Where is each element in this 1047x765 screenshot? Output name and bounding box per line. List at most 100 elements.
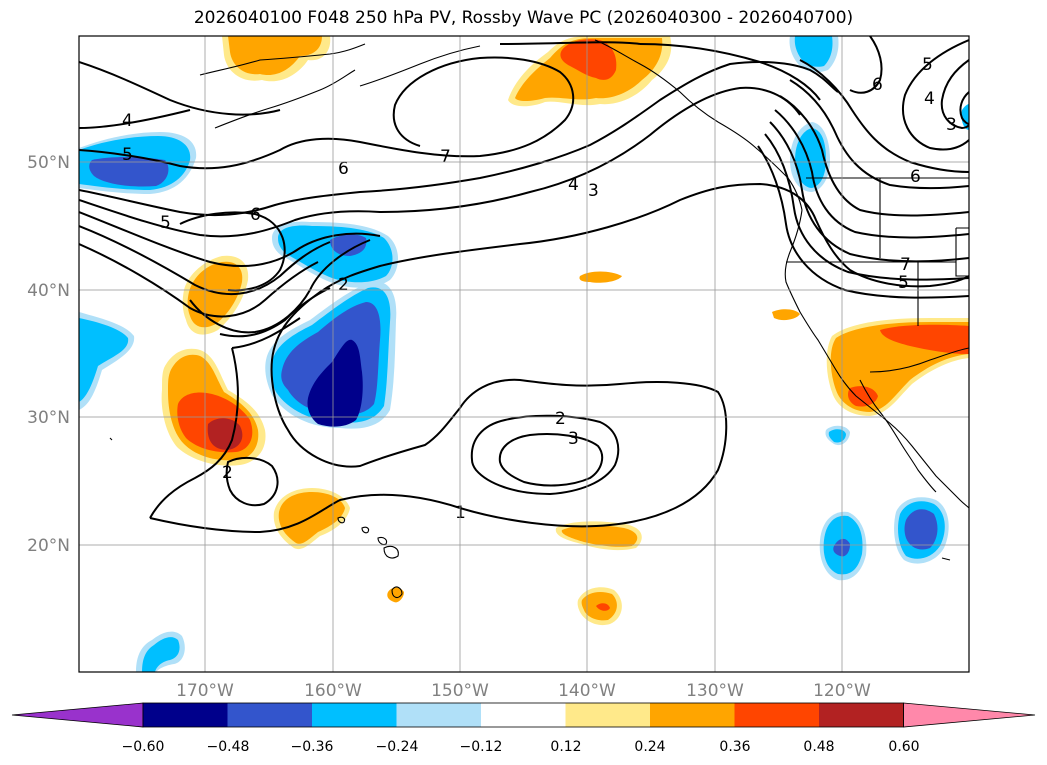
lon-label: 120°W [813, 681, 871, 701]
pv-contour [79, 86, 801, 238]
coastline-layer [109, 39, 969, 599]
contour-label: 3 [946, 115, 957, 135]
pv-contour [79, 225, 331, 296]
pv-contour-layer [79, 36, 969, 534]
colorbar-cell [143, 703, 228, 727]
map-title: 2026040100 F048 250 hPa PV, Rossby Wave … [193, 8, 854, 28]
lat-label: 20°N [27, 536, 70, 556]
contour-label: 6 [250, 205, 261, 225]
lat-label: 30°N [27, 408, 70, 428]
coastline [337, 516, 346, 524]
pv-contour [79, 109, 191, 129]
pv-contour [779, 95, 969, 217]
anomaly-positive [278, 492, 345, 544]
colorbar-cell [481, 703, 566, 727]
pv-contour [959, 91, 969, 125]
anomaly-positive [772, 309, 800, 321]
anomaly-negative [142, 637, 180, 672]
lat-label-layer: 50°N 40°N 30°N 20°N [27, 153, 70, 556]
pv-contour [79, 61, 281, 116]
colorbar-tick-label: −0.24 [376, 739, 419, 755]
contour-label: 2 [555, 409, 566, 429]
coastline [391, 586, 403, 599]
colorbar-tick-label: −0.36 [291, 739, 334, 755]
contour-label: 4 [924, 89, 935, 109]
contour-label: 2 [338, 275, 349, 295]
contour-label: 4 [122, 111, 133, 131]
colorbar-tick-label: 0.60 [888, 739, 919, 755]
contour-label: 5 [122, 145, 133, 165]
anomaly-negative [79, 318, 129, 402]
pv-contour [774, 109, 969, 239]
colorbar-cell [650, 703, 735, 727]
contour-label: 6 [338, 159, 349, 179]
colorbar-tick-label: −0.48 [207, 739, 250, 755]
coastline [109, 437, 113, 441]
pv-contour [789, 79, 969, 190]
contour-label: 7 [440, 147, 451, 167]
pv-contour [79, 211, 381, 268]
coastline [784, 209, 969, 509]
contour-label: 2 [222, 463, 233, 483]
pv-contour [231, 317, 301, 349]
anomaly-negative [904, 509, 938, 550]
pv-contour [769, 121, 969, 263]
lon-label: 130°W [686, 681, 744, 701]
anomaly-negative [307, 339, 363, 427]
colorbar-cell [819, 703, 904, 727]
anomaly-positive [207, 418, 243, 450]
lat-label: 40°N [27, 281, 70, 301]
coastline [214, 69, 356, 129]
lon-label: 170°W [176, 681, 234, 701]
lon-label: 160°W [304, 681, 362, 701]
anomaly-positive [880, 324, 969, 354]
coastline [377, 536, 388, 546]
contour-label: 6 [910, 167, 921, 187]
colorbar-extend-min [11, 702, 144, 728]
colorbar-cell [312, 703, 397, 727]
pv-contour [498, 433, 604, 487]
lat-label: 50°N [27, 153, 70, 173]
pv-contour [849, 36, 883, 94]
coastline [383, 545, 399, 559]
pv-contour [149, 347, 239, 519]
colorbar-tick-labels: −0.60 −0.48 −0.36 −0.24 −0.12 0.12 0.24 … [122, 739, 920, 755]
coastline [359, 45, 481, 87]
map-frame [78, 35, 970, 673]
colorbar-frame [142, 702, 904, 728]
anomaly-positive [560, 39, 617, 80]
anomaly-positive [848, 386, 878, 407]
plot-area: 4 5 5 6 6 7 4 3 2 2 3 1 2 6 5 4 3 6 7 5 [79, 36, 969, 672]
colorbar-tick-label: 0.24 [634, 739, 665, 755]
anomaly-negative [330, 234, 367, 256]
contour-label: 6 [872, 75, 883, 95]
anomaly-positive [561, 525, 638, 547]
coastline [199, 43, 366, 76]
pv-contour [79, 243, 319, 318]
pv-contour [799, 59, 969, 173]
pv-contour [79, 56, 575, 170]
colorbar-extend-max [903, 702, 1036, 728]
pv-contour [470, 414, 620, 496]
anomaly-positive [596, 603, 610, 611]
anomaly-negative [89, 157, 169, 187]
colorbar-cell [227, 703, 313, 727]
contour-label: 3 [588, 181, 599, 201]
colorbar-tick-label: 0.12 [550, 739, 581, 755]
contour-label: 3 [568, 429, 579, 449]
colorbar-tick-label: −0.12 [460, 739, 503, 755]
lon-label-layer: 170°W 160°W 150°W 140°W 130°W 120°W [176, 681, 871, 701]
pv-contour [764, 133, 969, 281]
colorbar: −0.60 −0.48 −0.36 −0.24 −0.12 0.12 0.24 … [11, 702, 1036, 755]
anomaly-positive [187, 261, 243, 328]
contour-label: 7 [900, 255, 911, 275]
anomaly-positive [228, 36, 322, 76]
anomaly-positive [387, 587, 404, 603]
colorbar-cell [565, 703, 651, 727]
pv-contour [757, 145, 969, 299]
colorbar-cells [11, 702, 1036, 728]
colorbar-tick-label: −0.60 [122, 739, 165, 755]
contour-label: 5 [898, 273, 909, 293]
coastline [859, 379, 937, 493]
